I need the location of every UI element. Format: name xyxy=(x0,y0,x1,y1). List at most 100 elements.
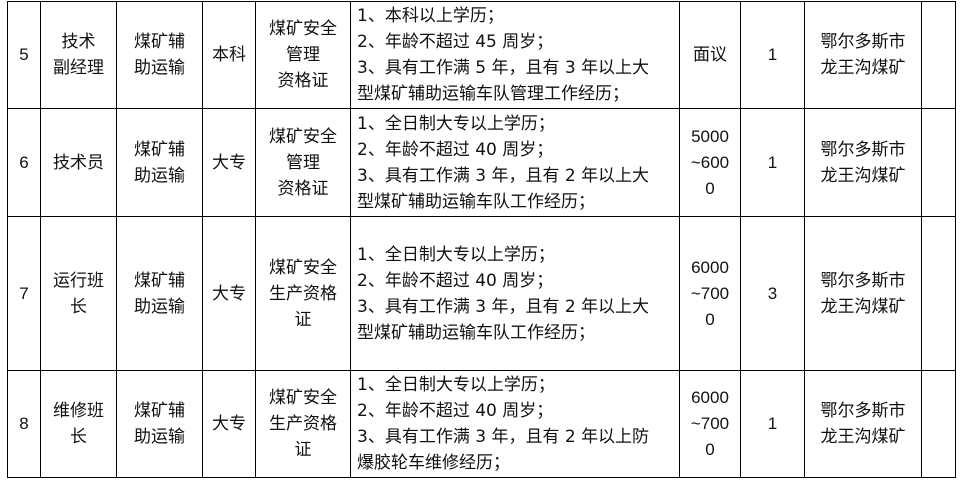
text-line: 长 xyxy=(70,296,87,317)
salary-cell: 面议 xyxy=(679,1,741,109)
blank-cell xyxy=(921,1,956,109)
table-row: 5 技术 副经理 煤矿辅 助运输 本科 煤矿安全 管理 资格证 1、本科以上学历； 2、年龄不超过 … xyxy=(7,1,956,109)
text-line: 煤矿安全 xyxy=(269,19,337,39)
certificate-cell: 煤矿安全 管理 资格证 xyxy=(255,108,351,217)
certificate-cell: 煤矿安全 管理 资格证 xyxy=(255,1,351,109)
text-line: 龙王沟煤矿 xyxy=(820,296,906,317)
blank-cell xyxy=(921,216,956,371)
department-cell: 煤矿辅 助运输 xyxy=(116,1,203,109)
count-cell: 3 xyxy=(740,216,805,371)
text-line: 长 xyxy=(70,427,87,447)
department-cell: 煤矿辅 助运输 xyxy=(116,370,203,478)
location-cell: 鄂尔多斯市龙王沟煤矿 xyxy=(804,108,922,217)
no-cell: 8 xyxy=(7,370,41,478)
requirements-cell: 1、本科以上学历； 2、年龄不超过 45 周岁； 3、具有工作满 5 年，且有 3 … xyxy=(350,1,680,109)
requirements-cell: 1、全日制大专以上学历； 2、年龄不超过 40 周岁； 3、具有工作满 3 年，且有… xyxy=(350,216,680,371)
text-line: 副经理 xyxy=(53,58,104,78)
text-line: 2、年龄不超过 40 周岁； xyxy=(357,139,554,160)
text-line: 鄂尔多斯市 xyxy=(820,139,906,160)
text-line: 2、年龄不超过 40 周岁； xyxy=(357,401,554,421)
salary-cell: 6000 ~700 0 xyxy=(679,370,741,478)
text-line: 型煤矿辅助运输车队工作经历； xyxy=(357,191,595,212)
text-line: ~700 xyxy=(690,283,730,303)
text-line: 5000 xyxy=(691,126,729,146)
text-line: 龙王沟煤矿 xyxy=(820,58,906,78)
location-cell: 鄂尔多斯市龙王沟煤矿 xyxy=(804,1,922,109)
text-line: 鄂尔多斯市 xyxy=(820,32,906,52)
position-cell: 运行班长 xyxy=(40,216,117,371)
text-line: 证 xyxy=(294,440,312,460)
text-line: 0 xyxy=(705,440,715,459)
text-line: 型煤矿辅助运输车队工作经历； xyxy=(357,322,595,343)
text-line: ~600 xyxy=(690,152,730,172)
text-line: 爆胶轮车维修经历； xyxy=(357,453,510,473)
text-line: 1、全日制大专以上学历； xyxy=(357,375,555,395)
count-cell: 1 xyxy=(740,108,805,217)
text-line: 技术 xyxy=(61,32,96,52)
text-line: 2、年龄不超过 40 周岁； xyxy=(357,270,554,291)
text-line: 助运输 xyxy=(134,296,185,317)
position-cell: 维修班长 xyxy=(40,370,117,478)
education-cell: 大专 xyxy=(202,216,256,371)
department-cell: 煤矿辅 助运输 xyxy=(116,108,203,217)
no-cell: 5 xyxy=(7,1,41,109)
text-line: 6000 xyxy=(691,388,729,407)
text-line: 煤矿安全 xyxy=(269,257,337,278)
text-line: 维修班 xyxy=(53,401,104,421)
position-cell: 技术员 xyxy=(40,108,117,217)
requirements-cell: 1、全日制大专以上学历； 2、年龄不超过 40 周岁； 3、具有工作满 3 年，且有… xyxy=(350,108,680,217)
text-line: 面议 xyxy=(693,45,727,64)
text-line: 助运输 xyxy=(134,165,185,186)
text-line: 龙王沟煤矿 xyxy=(820,427,906,447)
text-line: 6000 xyxy=(691,257,729,277)
table-row: 8 维修班长煤矿辅 助运输 大专 煤矿安全 生产资格证 1、全日制大专以上学历； 2、年龄不超… xyxy=(7,370,956,478)
blank-cell xyxy=(921,108,956,217)
no-cell: 7 xyxy=(7,216,41,371)
text-line: 3、具有工作满 5 年，且有 3 年以上大 xyxy=(357,58,650,78)
text-line: 鄂尔多斯市 xyxy=(820,401,906,421)
text-line: ~700 xyxy=(690,414,730,433)
text-line: 1、本科以上学历； xyxy=(357,6,504,26)
salary-cell: 6000 ~700 0 xyxy=(679,216,741,371)
text-line: 2、年龄不超过 45 周岁； xyxy=(357,32,554,52)
text-line: 生产资格 xyxy=(269,283,337,304)
text-line: 资格证 xyxy=(277,178,329,199)
location-cell: 鄂尔多斯市龙王沟煤矿 xyxy=(804,216,922,371)
requirements-cell: 1、全日制大专以上学历； 2、年龄不超过 40 周岁； 3、具有工作满 3 年，且有… xyxy=(350,370,680,478)
education-cell: 大专 xyxy=(202,108,256,217)
text-line: 煤矿辅 xyxy=(134,139,185,160)
text-line: 1、全日制大专以上学历； xyxy=(357,244,555,265)
text-line: 型煤矿辅助运输车队管理工作经历； xyxy=(357,84,629,104)
count-cell: 1 xyxy=(740,370,805,478)
blank-cell xyxy=(921,370,956,478)
text-line: 3、具有工作满 3 年，且有 2 年以上防 xyxy=(357,427,650,447)
text-line: 龙王沟煤矿 xyxy=(820,165,906,186)
position-cell: 技术 副经理 xyxy=(40,1,117,109)
text-line: 技术员 xyxy=(53,152,104,173)
text-line: 1、全日制大专以上学历； xyxy=(357,113,555,134)
text-line: 3、具有工作满 3 年，且有 2 年以上大 xyxy=(357,165,650,186)
text-line: 管理 xyxy=(286,45,320,65)
text-line: 生产资格 xyxy=(269,414,337,434)
text-line: 煤矿辅 xyxy=(134,401,185,421)
salary-cell: 5000 ~600 0 xyxy=(679,108,741,217)
text-line: 0 xyxy=(705,309,715,329)
location-cell: 鄂尔多斯市龙王沟煤矿 xyxy=(804,370,922,478)
text-line: 煤矿辅 xyxy=(134,270,185,291)
text-line: 助运输 xyxy=(134,427,185,447)
text-line: 煤矿辅 xyxy=(134,32,185,52)
education-cell: 大专 xyxy=(202,370,256,478)
department-cell: 煤矿辅 助运输 xyxy=(116,216,203,371)
no-cell: 6 xyxy=(7,108,41,217)
text-line: 鄂尔多斯市 xyxy=(820,270,906,291)
table-row: 6 技术员 煤矿辅 助运输 大专 煤矿安全 管理 资格证 1、全日制大专以上学历； 2、年龄不超过… xyxy=(7,108,956,217)
text-line: 煤矿安全 xyxy=(269,126,337,147)
text-line: 0 xyxy=(705,178,715,198)
job-table: 5 技术 副经理 煤矿辅 助运输 本科 煤矿安全 管理 资格证 1、本科以上学历； 2、年龄不超过 … xyxy=(7,1,956,478)
table-row: 7 运行班长煤矿辅 助运输 大专 煤矿安全 生产资格证 1、全日制大专以上学历； 2、年龄不超… xyxy=(7,216,956,371)
text-line: 管理 xyxy=(286,152,320,173)
text-line: 煤矿安全 xyxy=(269,388,337,408)
count-cell: 1 xyxy=(740,1,805,109)
certificate-cell: 煤矿安全 生产资格证 xyxy=(255,216,351,371)
text-line: 运行班 xyxy=(53,270,104,291)
